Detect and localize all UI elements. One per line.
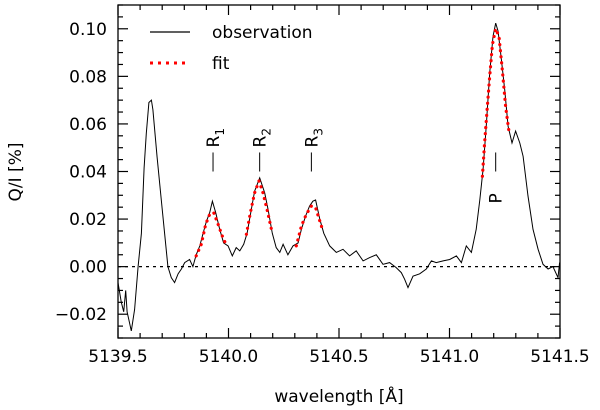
axis-ticks — [117, 4, 561, 339]
x-tick-label: 5140.5 — [309, 347, 368, 367]
y-tick-label: 0.00 — [69, 258, 107, 278]
fit-series-segment — [194, 210, 228, 258]
y-tick-label: 0.04 — [69, 163, 107, 183]
x-tick-labels: 5139.5 5140.0 5140.5 5141.0 5141.5 — [88, 347, 589, 367]
y-tick-label: 0.02 — [69, 210, 107, 230]
fit-series-segment — [294, 204, 324, 248]
x-tick-label: 5140.0 — [199, 347, 258, 367]
y-tick-label: 0.10 — [69, 20, 107, 40]
fit-series-segment — [480, 23, 511, 178]
fit-series-segment — [244, 176, 274, 236]
y-tick-label: −0.02 — [55, 305, 107, 325]
x-axis-label: wavelength [Å] — [274, 385, 403, 407]
legend: observation fit — [150, 23, 313, 74]
plot-frame — [117, 4, 561, 339]
fit-series — [194, 23, 511, 258]
annotation-label-R2: R2 — [251, 128, 274, 147]
y-tick-label: 0.08 — [69, 67, 107, 87]
legend-observation-label: observation — [212, 23, 313, 43]
x-tick-label: 5141.5 — [530, 347, 589, 367]
annotation-label-P: P — [487, 193, 507, 203]
annotation-label-R3: R3 — [302, 128, 325, 147]
y-axis-label: Q/I [%] — [6, 143, 26, 202]
x-tick-label: 5139.5 — [88, 347, 147, 367]
annotation-label-R1: R1 — [204, 128, 227, 147]
legend-fit-label: fit — [212, 54, 230, 74]
line-annotations: R1 R2 R3 P — [204, 128, 507, 203]
x-tick-label: 5141.0 — [420, 347, 479, 367]
observation-series-line — [117, 22, 561, 332]
y-tick-label: 0.06 — [69, 115, 107, 135]
y-tick-labels: −0.02 0.00 0.02 0.04 0.06 0.08 0.10 — [55, 20, 107, 325]
